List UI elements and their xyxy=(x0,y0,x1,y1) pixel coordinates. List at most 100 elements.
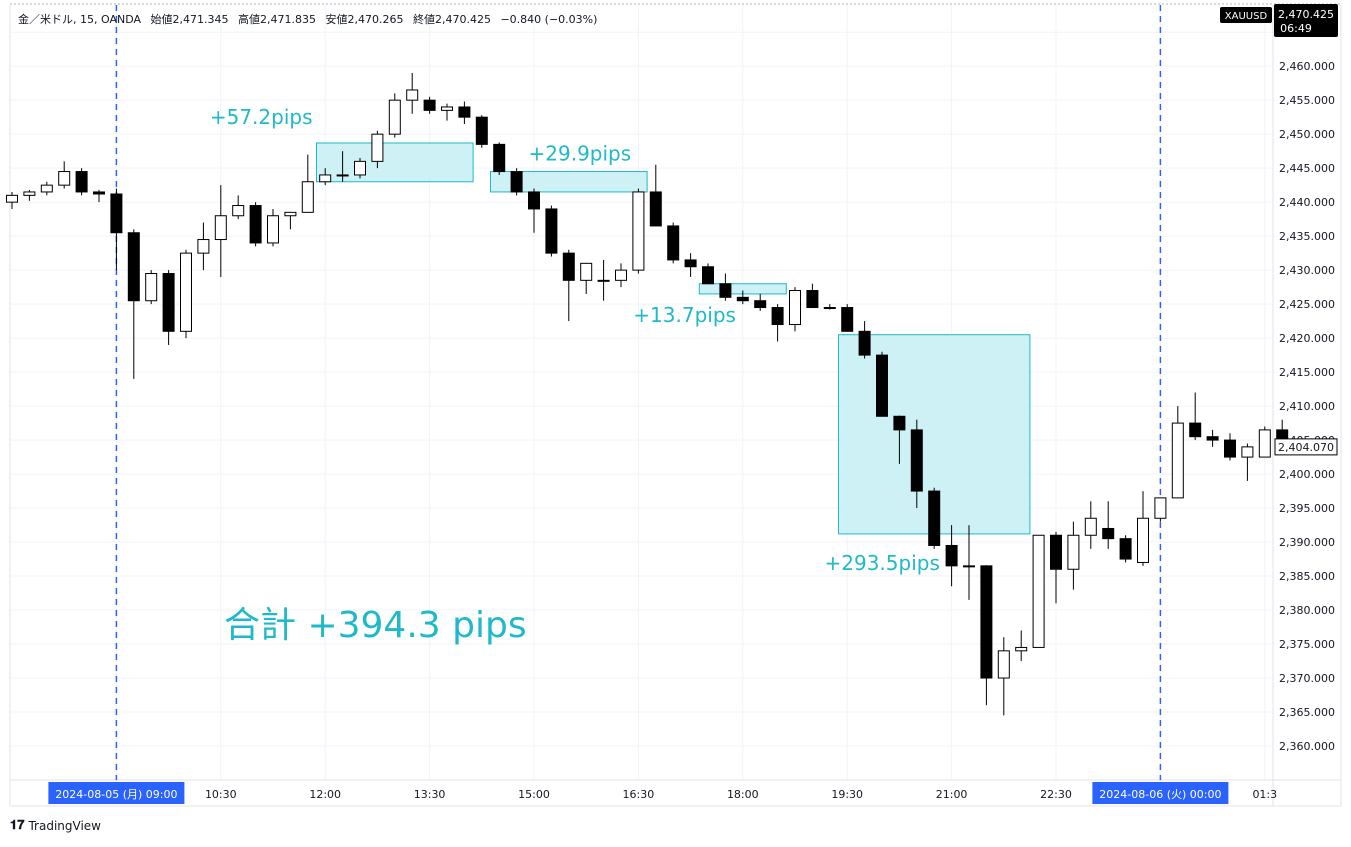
candle-down xyxy=(841,307,854,332)
y-tick-label: 2,390.000 xyxy=(1279,536,1335,549)
candle-down xyxy=(249,205,262,244)
symbol-tag-label: XAUUSD xyxy=(1225,11,1268,22)
candle-down xyxy=(684,259,697,268)
candle-up xyxy=(1067,534,1080,570)
candle-up xyxy=(597,279,610,282)
candle-down xyxy=(945,544,958,567)
candle-down xyxy=(1119,538,1132,560)
candle-up xyxy=(789,290,801,326)
bar-countdown-label: 06:49 xyxy=(1280,22,1312,35)
candle-down xyxy=(528,191,540,210)
candle-up xyxy=(6,194,18,203)
brand-name: TradingView xyxy=(28,818,101,833)
candle-up xyxy=(1032,534,1045,648)
candle-up xyxy=(145,273,158,302)
y-tick-label: 2,385.000 xyxy=(1279,570,1335,583)
candle-up xyxy=(1171,422,1184,499)
candle-down xyxy=(649,191,662,227)
y-tick-label: 2,445.000 xyxy=(1279,162,1335,175)
x-tick-label: 12:00 xyxy=(309,788,341,801)
y-tick-label: 2,455.000 xyxy=(1279,94,1335,107)
last-price-tag xyxy=(1274,438,1338,456)
candle-down xyxy=(1050,534,1062,570)
candle-down xyxy=(980,565,993,679)
y-tick-label: 2,425.000 xyxy=(1279,298,1335,311)
candle-up xyxy=(40,184,53,193)
y-tick-label: 2,435.000 xyxy=(1279,230,1335,243)
profit-range-box xyxy=(490,171,648,193)
candle-up xyxy=(1258,429,1271,458)
y-tick-label: 2,460.000 xyxy=(1279,60,1335,73)
candle-down xyxy=(1206,436,1219,441)
candle-down xyxy=(423,99,436,111)
candle-up xyxy=(301,181,314,213)
x-tick-label: 16:30 xyxy=(623,788,655,801)
y-tick-label: 2,370.000 xyxy=(1279,672,1335,685)
candle-up xyxy=(267,215,279,244)
total-pips-label: 合計 +394.3 pips xyxy=(224,605,527,646)
candle-up xyxy=(23,191,36,196)
last-price-label: 2,404.070 xyxy=(1278,441,1334,454)
x-tick-label: 01:3 xyxy=(1252,788,1277,801)
y-tick-label: 2,365.000 xyxy=(1279,706,1335,719)
candle-up xyxy=(1137,517,1149,563)
y-tick-label: 2,360.000 xyxy=(1279,740,1335,753)
candle-up xyxy=(1154,497,1167,519)
candle-up xyxy=(441,106,453,111)
x-tick-label: 2024-08-05 (月) 09:00 xyxy=(55,788,177,801)
high-value: 高値2,471.835 xyxy=(238,13,316,26)
candle-up xyxy=(406,89,419,101)
candle-down xyxy=(93,191,105,195)
x-tick-label: 18:00 xyxy=(727,788,759,801)
candle-up xyxy=(354,160,366,176)
candle-down xyxy=(928,490,941,546)
candle-down xyxy=(858,330,871,356)
candle-down xyxy=(510,171,523,193)
y-tick-label: 2,450.000 xyxy=(1279,128,1335,141)
candle-up xyxy=(615,269,627,281)
date-badge xyxy=(1092,782,1229,804)
candle-down xyxy=(771,307,784,326)
tradingview-logo-icon: 𝟏𝟕 xyxy=(10,818,25,833)
current-price-label: 2,470.425 xyxy=(1278,8,1334,21)
open-value: 始値2,471.345 xyxy=(150,13,229,26)
candle-up xyxy=(388,99,401,135)
candle-down xyxy=(893,415,906,431)
candle-down xyxy=(458,106,471,118)
x-tick-label: 2024-08-06 (火) 00:00 xyxy=(1099,788,1221,801)
y-tick-label: 2,380.000 xyxy=(1279,604,1335,617)
candle-down xyxy=(1189,422,1202,438)
profit-label: +29.9pips xyxy=(529,142,632,166)
candle-down xyxy=(127,232,140,302)
x-tick-label: 10:30 xyxy=(205,788,237,801)
candle-up xyxy=(284,211,297,217)
candle-up xyxy=(371,133,384,162)
candle-up xyxy=(1084,517,1097,536)
x-tick-label: 15:00 xyxy=(518,788,550,801)
profit-label: +57.2pips xyxy=(210,105,313,129)
candle-down xyxy=(910,429,923,492)
y-tick-label: 2,395.000 xyxy=(1279,502,1335,515)
change-value: −0.840 (−0.03%) xyxy=(500,13,598,26)
y-tick-label: 2,375.000 xyxy=(1279,638,1335,651)
candle-up xyxy=(632,191,645,271)
x-tick-label: 19:30 xyxy=(831,788,863,801)
candle-down xyxy=(562,252,575,281)
candle-up xyxy=(232,205,245,217)
candle-down xyxy=(162,273,175,332)
y-tick-label: 2,430.000 xyxy=(1279,264,1335,277)
candle-up xyxy=(214,215,227,241)
candle-down xyxy=(545,208,558,254)
candle-up xyxy=(58,171,71,186)
candle-up xyxy=(197,239,210,254)
brand-footer[interactable]: 𝟏𝟕 TradingView xyxy=(10,818,101,833)
candle-down xyxy=(110,193,123,234)
candle-up xyxy=(963,565,975,568)
symbol-name[interactable]: 金／米ドル, 15, OANDA xyxy=(18,13,142,26)
x-tick-label: 13:30 xyxy=(414,788,446,801)
x-tick-label: 21:00 xyxy=(936,788,968,801)
candle-down xyxy=(754,300,767,309)
